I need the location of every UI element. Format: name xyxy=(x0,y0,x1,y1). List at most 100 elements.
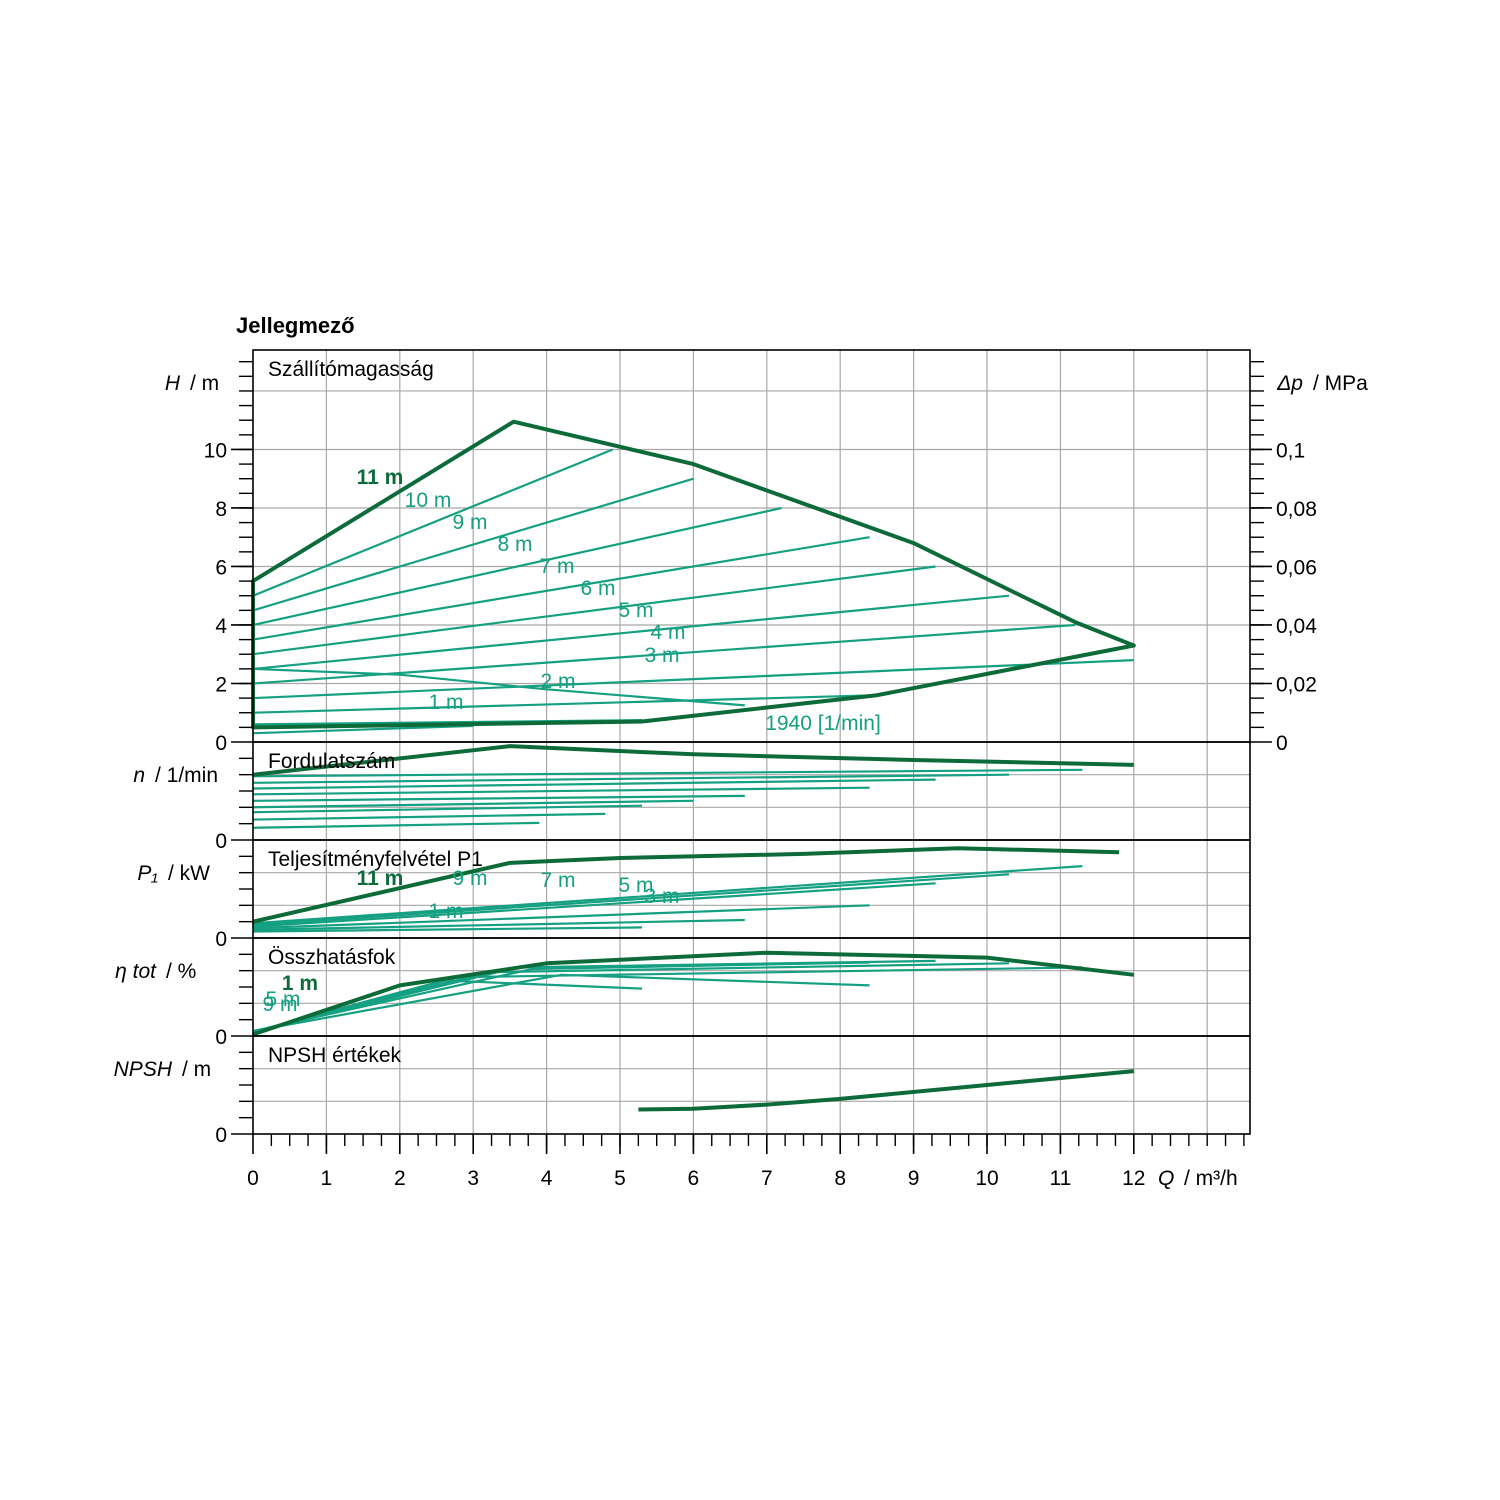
y-axis-unit-speed: / 1/min xyxy=(155,764,218,787)
envelope-curve-efficiency xyxy=(252,950,1135,1037)
y-axis-symbol-power: P₁ xyxy=(137,862,158,885)
setpoint-curve-head xyxy=(252,565,936,656)
setpoint-curve-power xyxy=(252,882,936,928)
setpoint-curve-head xyxy=(252,536,870,641)
y-axis-unit-power: / kW xyxy=(168,862,210,885)
setpoint-curve-speed xyxy=(252,799,694,809)
x-axis-symbol: Q xyxy=(1158,1167,1174,1190)
right-axis-unit: / MPa xyxy=(1313,372,1368,395)
y-axis-symbol-efficiency: η tot xyxy=(115,960,157,983)
right-tick-label: 0,04 xyxy=(1276,615,1317,638)
setpoint-label: 3 m xyxy=(644,885,679,908)
setpoint-label: 7 m xyxy=(539,555,574,578)
y-axis-unit-efficiency: / % xyxy=(166,960,196,983)
y-tick-label: 0 xyxy=(215,732,227,755)
x-tick-label: 0 xyxy=(247,1167,259,1190)
setpoint-curve-head xyxy=(252,594,1010,670)
y-tick-label: 8 xyxy=(215,498,227,521)
x-axis-unit: / m³/h xyxy=(1184,1167,1238,1190)
setpoint-label: 9 m xyxy=(262,993,297,1016)
setpoint-curve-efficiency xyxy=(252,973,870,1033)
setpoint-label: 11 m xyxy=(357,867,404,890)
setpoint-label: 1 m xyxy=(428,691,463,714)
setpoint-label: 3 m xyxy=(644,644,679,667)
y-tick-label: 0 xyxy=(215,1124,227,1147)
panel-title-efficiency: Összhatásfok xyxy=(268,946,396,969)
right-tick-label: 0,1 xyxy=(1276,439,1305,462)
speed-curve-1940 xyxy=(252,667,745,707)
setpoint-curve-head xyxy=(252,477,694,612)
x-tick-label: 1 xyxy=(321,1167,333,1190)
envelope-curve-npsh xyxy=(638,1069,1134,1112)
x-tick-label: 7 xyxy=(761,1167,773,1190)
speed-curve-label: 1940 [1/min] xyxy=(765,712,881,735)
right-tick-label: 0,06 xyxy=(1276,556,1317,579)
right-tick-label: 0,02 xyxy=(1276,673,1317,696)
setpoint-curve-head xyxy=(252,694,877,714)
setpoint-curve-head xyxy=(252,659,1134,700)
setpoint-curve-head xyxy=(252,724,474,735)
setpoint-curve-speed xyxy=(252,821,540,829)
setpoint-label: 2 m xyxy=(540,670,575,693)
setpoint-curve-power xyxy=(252,918,745,931)
setpoint-label: 5 m xyxy=(265,988,300,1011)
setpoint-curve-speed xyxy=(252,778,936,790)
y-axis-unit-npsh: / m xyxy=(182,1058,211,1081)
setpoint-curve-efficiency xyxy=(252,961,870,1033)
panel-title-head: Szállítómagasság xyxy=(268,358,434,381)
x-tick-label: 5 xyxy=(614,1167,626,1190)
panel-title-power: Teljesítményfelvétel P1 xyxy=(268,848,483,871)
x-tick-label: 11 xyxy=(1049,1167,1071,1190)
x-tick-label: 9 xyxy=(908,1167,920,1190)
setpoint-curve-speed xyxy=(252,773,1010,784)
panel-title-npsh: NPSH értékek xyxy=(268,1044,402,1067)
x-tick-label: 10 xyxy=(975,1167,998,1190)
y-axis-symbol-speed: n xyxy=(133,764,145,787)
x-tick-label: 8 xyxy=(834,1167,846,1190)
setpoint-label: 11 m xyxy=(357,466,404,489)
envelope-curve-head xyxy=(251,419,1136,730)
x-tick-label: 12 xyxy=(1122,1167,1145,1190)
setpoint-label: 10 m xyxy=(405,489,452,512)
setpoint-label: 1 m xyxy=(428,900,463,923)
right-axis-symbol: Δp xyxy=(1276,372,1303,395)
y-tick-label: 6 xyxy=(215,556,227,579)
right-tick-label: 0,08 xyxy=(1276,498,1317,521)
x-tick-label: 4 xyxy=(541,1167,553,1190)
setpoint-label: 8 m xyxy=(497,533,532,556)
setpoint-curve-speed xyxy=(252,804,643,814)
setpoint-label: 9 m xyxy=(452,511,487,534)
y-tick-label: 0 xyxy=(215,830,227,853)
chart-title: Jellegmező xyxy=(236,313,355,338)
setpoint-label: 9 m xyxy=(452,867,487,890)
setpoint-curve-speed xyxy=(252,768,1083,778)
setpoint-curve-power xyxy=(252,926,643,933)
setpoint-label: 7 m xyxy=(540,869,575,892)
frame xyxy=(231,349,1272,1154)
x-tick-label: 3 xyxy=(467,1167,479,1190)
y-tick-label: 0 xyxy=(215,1026,227,1049)
setpoint-label: 5 m xyxy=(618,599,653,622)
y-tick-label: 0 xyxy=(215,928,227,951)
setpoint-curve-head xyxy=(252,448,614,597)
setpoint-label: 6 m xyxy=(580,577,615,600)
y-tick-label: 2 xyxy=(215,673,227,696)
setpoint-curve-power xyxy=(252,873,1010,926)
setpoint-curve-speed xyxy=(252,812,606,821)
envelope-curve-speed xyxy=(252,744,1134,777)
setpoint-curve-power xyxy=(252,865,1083,925)
setpoint-curve-speed xyxy=(252,786,870,796)
x-tick-label: 2 xyxy=(394,1167,406,1190)
y-tick-label: 10 xyxy=(204,439,227,462)
setpoint-curve-power xyxy=(252,904,870,930)
panel-frame-npsh xyxy=(252,1035,1251,1135)
y-axis-symbol-head: H xyxy=(165,372,181,395)
setpoint-curve-speed xyxy=(252,794,745,802)
curves xyxy=(251,419,1136,1112)
y-axis-unit-head: / m xyxy=(190,372,219,395)
right-tick-label: 0 xyxy=(1276,732,1288,755)
setpoint-curve-head xyxy=(252,506,782,627)
panel-title-speed: Fordulatszám xyxy=(268,750,395,773)
y-tick-label: 4 xyxy=(215,615,227,638)
